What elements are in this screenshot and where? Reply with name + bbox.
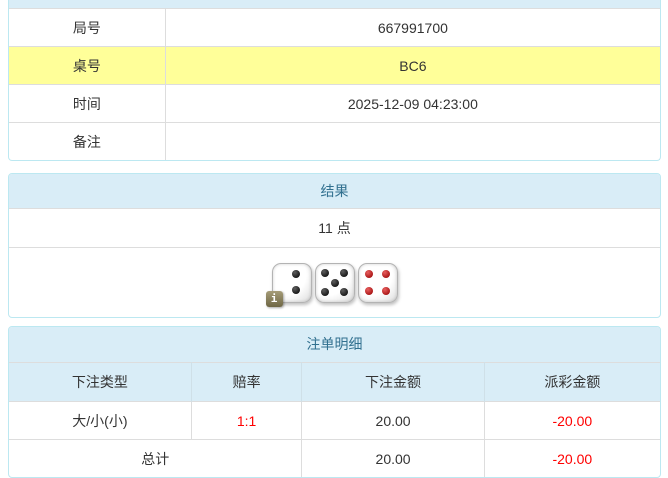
col-header-bet-type: 下注类型 (9, 362, 192, 402)
result-panel: 结果 11 点 i (8, 173, 661, 318)
bet-payout: -20.00 (484, 401, 660, 440)
black-pip (321, 269, 329, 277)
game-info-label-table: 桌号 (9, 46, 166, 85)
col-header-bet-amount: 下注金额 (301, 362, 485, 402)
red-pip (365, 270, 374, 279)
result-section-title: 结果 (9, 174, 660, 208)
table-row-highlighted: 桌号 BC6 (9, 46, 660, 85)
table-row: 局号 667991700 (9, 8, 660, 47)
total-label: 总计 (9, 439, 303, 477)
game-info-value-round: 667991700 (165, 8, 660, 47)
col-header-payout-amount: 派彩金额 (484, 362, 660, 402)
game-info-value-table: BC6 (165, 46, 660, 85)
table-row: 时间 2025-12-09 04:23:00 (9, 84, 660, 123)
bet-details-title: 注单明细 (9, 327, 660, 362)
game-info-label-remark: 备注 (9, 122, 166, 160)
cut-off-header-strip (9, 0, 660, 8)
black-pip (292, 286, 301, 295)
dice-container: i (265, 262, 398, 307)
black-pip (321, 288, 329, 296)
red-pip (381, 286, 390, 295)
die-2-showing-5 (314, 262, 355, 303)
game-info-label-time: 时间 (9, 84, 166, 123)
bet-row: 大/小(小) 1:1 20.00 -20.00 (9, 401, 660, 440)
game-info-value-remark (165, 122, 660, 160)
total-payout: -20.00 (484, 439, 660, 477)
red-pip (381, 270, 390, 279)
black-pip (340, 269, 348, 277)
info-icon[interactable]: i (265, 290, 283, 307)
game-info-table: 局号 667991700 桌号 BC6 时间 2025-12-09 04:23:… (9, 8, 660, 160)
dice-row: i (9, 247, 660, 317)
bet-type: 大/小(小) (9, 401, 192, 440)
col-header-odds: 赔率 (191, 362, 303, 402)
total-row: 总计 20.00 -20.00 (9, 439, 660, 477)
black-pip (330, 278, 339, 287)
game-info-panel: 局号 667991700 桌号 BC6 时间 2025-12-09 04:23:… (8, 0, 661, 161)
die-3-showing-4 (357, 262, 398, 303)
bet-details-table: 下注类型 赔率 下注金额 派彩金额 大/小(小) 1:1 20.00 -20.0… (9, 362, 660, 477)
red-pip (365, 286, 374, 295)
black-pip (340, 288, 348, 296)
bet-amount: 20.00 (301, 401, 485, 440)
bet-table-header-row: 下注类型 赔率 下注金额 派彩金额 (9, 362, 660, 402)
game-info-label-round: 局号 (9, 8, 166, 47)
bet-odds: 1:1 (191, 401, 303, 440)
result-points-text: 11 点 (318, 220, 351, 236)
game-info-value-time: 2025-12-09 04:23:00 (165, 84, 660, 123)
black-pip (292, 270, 301, 279)
bet-details-panel: 注单明细 下注类型 赔率 下注金额 派彩金额 大/小(小) 1:1 20.00 … (8, 326, 661, 478)
table-row: 备注 (9, 122, 660, 160)
die-1-showing-2: i (265, 262, 312, 307)
total-amount: 20.00 (301, 439, 485, 477)
result-points: 11 点 (9, 208, 660, 247)
